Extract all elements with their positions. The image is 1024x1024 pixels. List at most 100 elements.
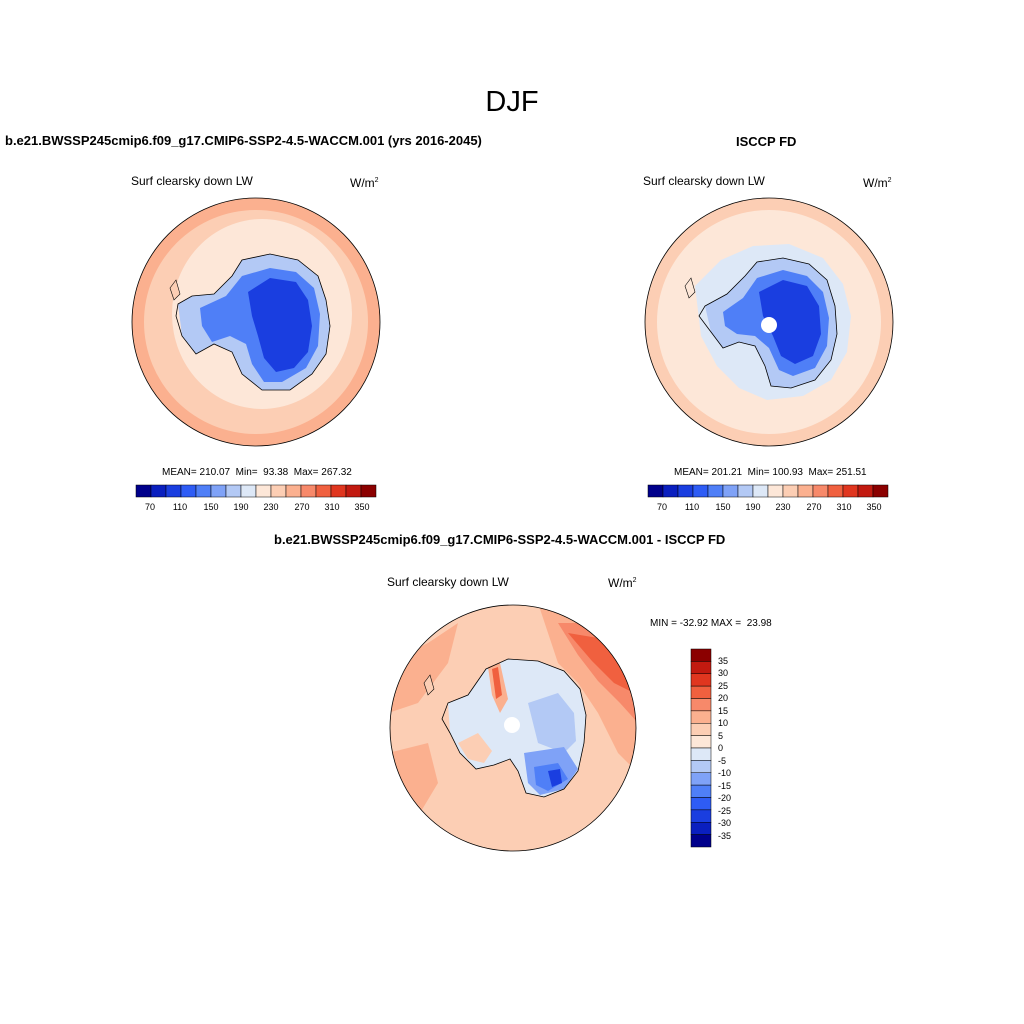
cb3-tick-label: -35 — [718, 830, 732, 841]
colorbar-swatch — [677, 484, 694, 498]
cb2-tick-label: 150 — [715, 502, 731, 512]
colorbar-swatch — [722, 484, 739, 498]
cb3-tick-label: -10 — [718, 768, 732, 778]
colorbar-swatch — [195, 484, 212, 498]
cb2-tick-label: 310 — [836, 502, 852, 512]
cb1-tick-label: 310 — [324, 502, 340, 512]
colorbar-swatch — [690, 735, 712, 749]
colorbar-swatch — [662, 484, 679, 498]
panel-3-pole-gap — [504, 717, 520, 733]
colorbar-swatch — [707, 484, 724, 498]
colorbar-swatch — [270, 484, 287, 498]
panel-1-coastline — [175, 253, 331, 391]
cb1-tick-label: 70 — [144, 502, 156, 512]
colorbar-swatch — [690, 747, 712, 761]
panel-2-polar-map — [644, 197, 894, 447]
colorbar-swatch — [647, 484, 664, 498]
cb2-tick-label: 230 — [775, 502, 791, 512]
colorbar-swatch — [842, 484, 859, 498]
colorbar-swatch — [210, 484, 227, 498]
panel-1-colorbar-labels: 70 110 150 190 230 270 310 350 — [135, 502, 377, 514]
panel-1-units-label: W/m2 — [350, 176, 379, 190]
cb2-tick-label: 110 — [684, 502, 700, 512]
colorbar-swatch — [330, 484, 347, 498]
panel-2-colorbar — [647, 484, 889, 498]
colorbar-swatch — [690, 723, 712, 736]
colorbar-swatch — [690, 648, 712, 662]
colorbar-swatch — [690, 784, 712, 798]
cb3-tick-label: 35 — [718, 655, 729, 666]
panel-2-units-label: W/m2 — [863, 176, 892, 190]
panel-1-colorbar — [135, 484, 377, 498]
colorbar-swatch — [857, 484, 874, 498]
colorbar-swatch — [345, 484, 362, 498]
panel-3-ross-positive — [458, 733, 492, 763]
colorbar-swatch — [690, 822, 712, 835]
panel-2-peninsula-tip — [684, 277, 696, 299]
colorbar-swatch — [737, 484, 754, 498]
panel-3-map-border — [389, 604, 637, 852]
cb1-tick-label: 190 — [233, 502, 249, 512]
cb1-tick-label: 270 — [294, 502, 310, 512]
colorbar-swatch — [150, 484, 167, 498]
colorbar-swatch — [827, 484, 844, 498]
colorbar-swatch — [797, 484, 814, 498]
colorbar-swatch — [690, 661, 712, 674]
panel-3-west-positive — [390, 623, 458, 713]
colorbar-swatch — [752, 484, 769, 498]
cb2-tick-label: 270 — [806, 502, 822, 512]
panel-2-coastline — [698, 257, 838, 389]
cb1-tick-label: 230 — [263, 502, 279, 512]
cb3-tick-label: -5 — [718, 755, 727, 766]
cb2-tick-label: 70 — [656, 502, 668, 512]
panel-3-coastline — [441, 658, 587, 798]
cb2-tick-label: 190 — [745, 502, 761, 512]
panel-2-pole-gap — [761, 317, 777, 333]
colorbar-swatch — [767, 484, 784, 498]
colorbar-swatch — [690, 698, 712, 712]
figure-title: DJF — [485, 86, 539, 118]
colorbar-swatch — [300, 484, 317, 498]
panel-2-map-border — [644, 197, 894, 447]
cb3-tick-label: 20 — [718, 693, 729, 703]
panel-3-min-negative — [548, 769, 562, 787]
cb3-tick-label: -20 — [718, 793, 732, 803]
panel-1-map-border — [131, 197, 381, 447]
panel-1-variable-label: Surf clearsky down LW — [131, 174, 253, 188]
colorbar-swatch — [180, 484, 197, 498]
panel-2-title: ISCCP FD — [736, 134, 797, 149]
panel-3-southwest-positive — [390, 743, 438, 843]
colorbar-swatch — [135, 484, 152, 498]
cb3-tick-label: 10 — [718, 718, 729, 728]
colorbar-swatch — [690, 760, 712, 773]
colorbar-swatch — [692, 484, 709, 498]
panel-1-title: b.e21.BWSSP245cmip6.f09_g17.CMIP6-SSP2-4… — [5, 133, 482, 148]
cb2-tick-label: 350 — [866, 502, 882, 512]
cb3-tick-label: 0 — [718, 743, 724, 753]
panel-3-continent-strong-positive — [492, 667, 502, 699]
cb3-tick-label: 30 — [718, 668, 729, 678]
colorbar-swatch — [690, 772, 712, 786]
colorbar-swatch — [690, 710, 712, 724]
colorbar-swatch — [690, 673, 712, 687]
cb3-tick-label: -15 — [718, 780, 732, 791]
panel-2-plateau-blue — [759, 280, 821, 364]
colorbar-swatch — [255, 484, 272, 498]
panel-2-variable-label: Surf clearsky down LW — [643, 174, 765, 188]
cb3-tick-label: -30 — [718, 818, 732, 828]
panel-3-title: b.e21.BWSSP245cmip6.f09_g17.CMIP6-SSP2-4… — [274, 532, 726, 547]
panel-3-polar-map — [389, 604, 637, 852]
panel-3-units-label: W/m2 — [608, 576, 637, 590]
cb1-tick-label: 110 — [172, 502, 188, 512]
panel-1-plateau-blue — [248, 278, 312, 372]
panel-2-stats: MEAN= 201.21 Min= 100.93 Max= 251.51 — [674, 467, 867, 478]
cb1-tick-label: 150 — [203, 502, 219, 512]
cb1-tick-label: 350 — [354, 502, 370, 512]
panel-1-polar-map — [131, 197, 381, 447]
panel-3-peninsula-tip — [423, 674, 435, 696]
cb3-tick-label: -25 — [718, 805, 732, 816]
colorbar-swatch — [872, 484, 889, 498]
panel-3-stats: MIN = -32.92 MAX = 23.98 — [650, 618, 772, 629]
cb3-tick-label: 25 — [718, 680, 729, 691]
colorbar-swatch — [315, 484, 332, 498]
